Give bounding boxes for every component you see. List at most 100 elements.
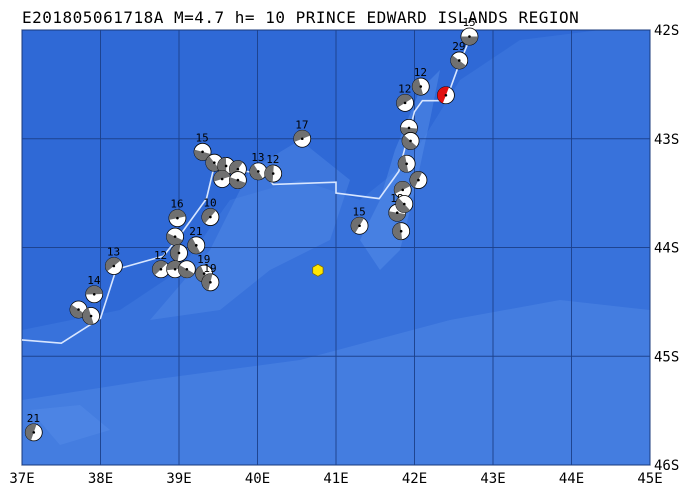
- bathymetry-shade: [360, 70, 440, 270]
- mechanism-label: 17: [295, 118, 308, 131]
- x-tick-label: 44E: [559, 471, 584, 487]
- mechanism-label: 21: [189, 225, 202, 238]
- mechanism-compression-quadrant: [388, 211, 406, 222]
- mechanism-label: 15: [462, 16, 475, 29]
- mechanism-label: 15: [353, 205, 366, 218]
- bathymetry-shade: [30, 405, 110, 445]
- mechanism-compression-quadrant: [351, 217, 364, 234]
- mechanism-compression-quadrant: [187, 237, 201, 254]
- focal-mechanism: 15: [460, 16, 479, 46]
- x-tick-label: 40E: [245, 471, 270, 487]
- focal-mechanism: 17: [293, 118, 312, 148]
- mechanism-center-dot: [185, 267, 189, 271]
- mechanism-center-dot: [358, 224, 361, 228]
- mechanism-label: 14: [87, 274, 101, 287]
- mechanism-compression-quadrant: [229, 177, 246, 189]
- event-epicenter: [312, 263, 324, 277]
- mechanism-center-dot: [300, 137, 304, 141]
- focal-mechanism: 15: [350, 205, 369, 235]
- focal-mechanism: 21: [24, 412, 43, 442]
- mechanism-center-dot: [468, 35, 471, 38]
- mechanism-compression-quadrant: [166, 233, 183, 246]
- mechanism-compression-quadrant: [293, 130, 311, 142]
- mechanism-compression-quadrant: [70, 304, 86, 318]
- mechanism-compression-quadrant: [460, 36, 478, 46]
- x-tick-label: 41E: [323, 471, 348, 487]
- focal-mechanism: 15: [193, 131, 212, 161]
- map-title: E201805061718A M=4.7 h= 10 PRINCE EDWARD…: [22, 8, 580, 27]
- mechanism-compression-quadrant: [152, 260, 168, 276]
- mechanism-center-dot: [236, 178, 240, 182]
- mechanism-label: 13: [251, 151, 264, 164]
- mechanism-center-dot: [194, 244, 198, 247]
- mechanism-compression-quadrant: [213, 170, 231, 182]
- mechanism-center-dot: [202, 272, 206, 275]
- y-tick-label: 42S: [654, 23, 679, 39]
- mechanism-compression-quadrant: [396, 94, 413, 108]
- mechanism-center-dot: [224, 164, 228, 168]
- mechanism-compression-quadrant: [82, 307, 94, 325]
- mechanism-compression-quadrant: [249, 164, 263, 180]
- focal-mechanism: [397, 154, 416, 173]
- focal-mechanism: 10: [201, 197, 220, 226]
- focal-mechanism: [170, 244, 188, 262]
- mechanism-compression-quadrant: [194, 149, 211, 161]
- mechanism-center-dot: [177, 251, 181, 255]
- mechanism-compression-quadrant: [168, 209, 186, 220]
- mechanism-center-dot: [236, 167, 240, 171]
- mechanism-center-dot: [209, 281, 212, 284]
- focal-mechanism: 21: [187, 225, 206, 255]
- mechanism-center-dot: [112, 264, 116, 268]
- mechanism-center-dot: [77, 308, 80, 311]
- mechanism-center-dot: [403, 101, 407, 105]
- focal-mechanism: 13: [104, 245, 123, 275]
- y-tick-label: 45S: [654, 349, 679, 365]
- mechanism-compression-quadrant: [205, 155, 220, 172]
- mechanism-center-dot: [271, 172, 275, 175]
- focal-mechanism: [393, 180, 412, 199]
- mechanism-center-dot: [213, 161, 216, 164]
- x-tick-label: 45E: [637, 471, 662, 487]
- x-tick-label: 39E: [166, 471, 191, 487]
- focal-mechanism: [166, 227, 184, 246]
- mechanism-label: 19: [197, 253, 210, 266]
- mechanism-center-dot: [405, 162, 408, 166]
- epicenter-marker: [312, 263, 324, 277]
- mechanism-center-dot: [402, 202, 406, 206]
- mechanism-compression-quadrant: [85, 285, 103, 295]
- y-tick-label: 46S: [654, 458, 679, 474]
- x-tick-label: 42E: [402, 471, 427, 487]
- x-tick-label: 37E: [9, 471, 34, 487]
- focal-mechanism: [401, 132, 420, 150]
- y-tick-label: 43S: [654, 132, 679, 148]
- focal-mechanism: 29: [450, 40, 469, 70]
- mechanism-label: 12: [154, 249, 167, 262]
- mechanism-compression-quadrant: [170, 244, 181, 262]
- mechanism-label: 29: [452, 40, 465, 53]
- focal-mechanism: [392, 222, 411, 241]
- focal-mechanism: [436, 86, 455, 105]
- mechanism-compression-quadrant: [105, 257, 121, 272]
- y-axis-labels: 42S 43S 44S 45S 46S: [654, 23, 679, 474]
- focal-mechanism: [409, 171, 428, 189]
- focal-mechanism: [82, 307, 100, 325]
- mechanism-compression-quadrant: [229, 160, 243, 177]
- focal-mechanism: [395, 195, 414, 213]
- mechanism-center-dot: [417, 178, 420, 182]
- mechanism-label: 15: [196, 131, 209, 144]
- mechanism-center-dot: [220, 177, 224, 181]
- mechanism-center-dot: [89, 314, 93, 318]
- focal-mechanism: 19: [201, 262, 220, 292]
- mechanism-compression-quadrant: [392, 222, 403, 240]
- mechanism-compression-quadrant: [264, 165, 274, 183]
- focal-mechanism: 16: [168, 198, 187, 228]
- mechanism-center-dot: [176, 216, 179, 220]
- mechanism-label: 19: [203, 262, 216, 275]
- mechanism-compression-quadrant: [409, 171, 423, 188]
- focal-mechanism: 14: [85, 274, 104, 304]
- mechanism-center-dot: [173, 267, 177, 271]
- x-axis-labels: 37E 38E 39E 40E 41E 42E 43E 44E 45E: [9, 471, 662, 487]
- mechanism-center-dot: [395, 211, 399, 214]
